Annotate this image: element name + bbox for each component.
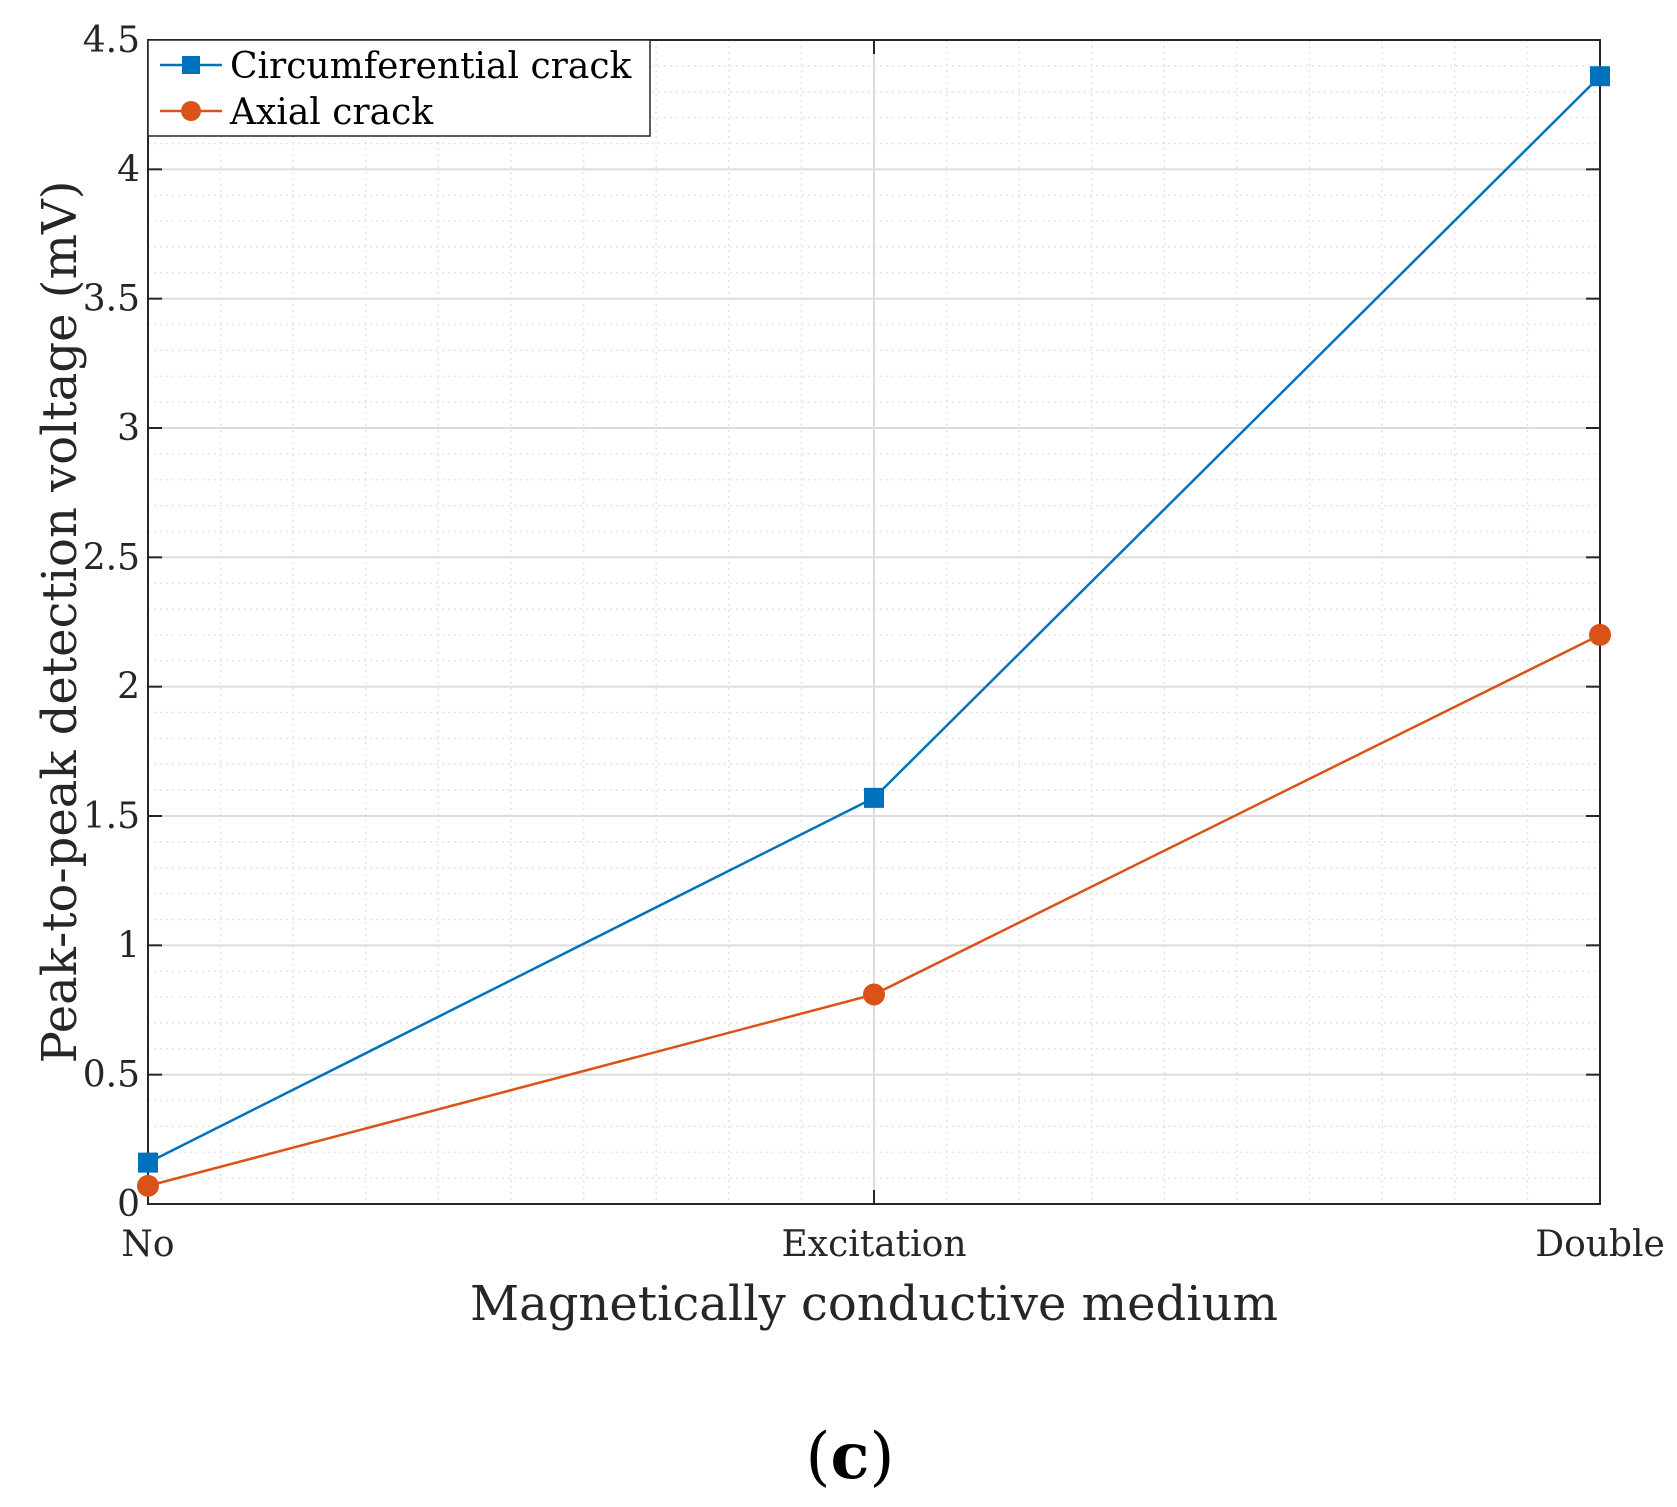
y-tick-label: 0 [117,1184,140,1225]
legend-marker-circumferential [182,56,200,74]
data-point-circumferential [138,1152,158,1173]
y-tick-label: 2.5 [83,537,140,578]
y-tick-label: 3 [117,408,140,449]
y-tick-label: 3.5 [83,279,140,320]
x-tick-label: No [121,1224,174,1265]
x-tick-label: Excitation [781,1224,966,1265]
legend-marker-axial [181,101,201,121]
y-tick-label: 1 [117,925,140,966]
legend-box [147,39,651,137]
x-axis-title: Magnetically conductive medium [470,1276,1278,1332]
data-point-axial [863,983,885,1006]
legend-label-circumferential: Circumferential crack [230,46,632,87]
y-tick-labels: 0 0.5 1 1.5 2 2.5 3 3.5 4 4.5 [83,20,140,1225]
legend: Circumferential crack Axial crack [147,39,651,137]
y-tick-label: 2 [117,667,140,708]
data-point-circumferential [1590,66,1610,87]
x-tick-labels: No Excitation Double [121,1224,1664,1265]
y-tick-label: 1.5 [83,796,140,837]
y-tick-label: 4.5 [83,20,140,61]
panel-label: (c) [806,1419,895,1494]
data-point-axial [1589,623,1611,646]
legend-label-axial: Axial crack [229,92,434,133]
y-tick-label: 0.5 [83,1055,140,1096]
data-point-axial [137,1174,159,1197]
x-tick-label: Double [1535,1224,1665,1265]
y-tick-label: 4 [117,149,140,190]
data-point-circumferential [864,787,884,808]
series-layer [137,66,1611,1197]
y-axis-title: Peak-to-peak detection voltage (mV) [32,181,88,1064]
